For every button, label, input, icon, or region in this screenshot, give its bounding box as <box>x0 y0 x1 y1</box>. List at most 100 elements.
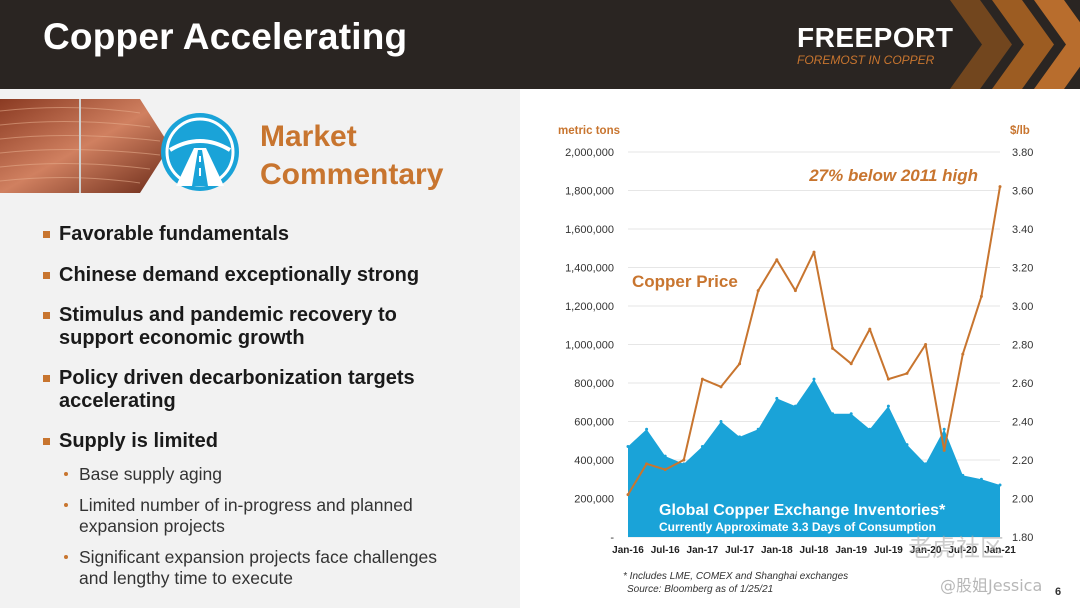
footnote-source: Source: Bloomberg as of 1/25/21 <box>627 584 773 595</box>
bullet-decarbonization: Policy driven decarbonization targets ac… <box>43 367 459 413</box>
commentary-title-line2: Commentary <box>260 158 444 191</box>
chevron-decoration-icon <box>950 0 1080 89</box>
x-tick-label: Jan-20 <box>910 545 942 556</box>
y-right-tick-label: 2.20 <box>1012 455 1033 467</box>
y-left-tick-label: 1,800,000 <box>565 186 614 198</box>
bullet-chinese-demand: Chinese demand exceptionally strong <box>43 264 459 287</box>
y-left-axis-label: metric tons <box>558 125 620 137</box>
price-point <box>645 462 649 466</box>
sub-bullet-dot-icon <box>64 472 68 476</box>
price-point <box>924 343 928 346</box>
price-point <box>700 377 704 381</box>
y-left-tick-label: 1,200,000 <box>565 301 614 313</box>
inventory-point <box>663 454 667 458</box>
price-point <box>886 377 890 381</box>
y-right-tick-label: 1.80 <box>1012 532 1033 544</box>
high-annotation: 27% below 2011 high <box>808 166 978 185</box>
y-left-tick-label: 400,000 <box>574 455 614 467</box>
inventory-point <box>775 396 779 400</box>
x-tick-label: Jan-21 <box>984 545 1016 556</box>
y-right-tick-label: 2.60 <box>1012 378 1033 390</box>
bullet-stimulus: Stimulus and pandemic recovery to suppor… <box>43 304 459 350</box>
sub-bullet-text-line1: Significant expansion projects face chal… <box>79 547 437 567</box>
brand-tagline: FOREMOST IN COPPER <box>797 53 935 67</box>
price-point <box>849 362 853 366</box>
inventory-point <box>942 427 946 431</box>
sub-bullet-text-line1: Limited number of in-progress and planne… <box>79 495 413 515</box>
y-right-tick-label: 3.20 <box>1012 263 1033 275</box>
y-left-tick-label: 800,000 <box>574 378 614 390</box>
sub-bullet-expansion-projects: Limited number of in-progress and planne… <box>64 495 479 537</box>
bullet-square-icon <box>43 272 50 279</box>
inventory-point <box>868 427 872 431</box>
copper-chart: 2,000,000 3.80 1,800,000 3.60 1,600,000 3.40 1… <box>558 125 1033 595</box>
price-point <box>775 258 779 262</box>
price-point <box>979 294 983 298</box>
market-commentary-title: Market Commentary <box>260 118 443 194</box>
bullet-text-line1: Policy driven decarbonization targets <box>59 367 415 389</box>
bullet-square-icon <box>43 312 50 319</box>
inventory-point <box>831 412 835 416</box>
x-tick-label: Jan-17 <box>687 545 719 556</box>
inventory-point <box>979 477 983 481</box>
y-right-tick-label: 2.00 <box>1012 494 1033 506</box>
inventory-point <box>626 445 630 449</box>
price-point <box>626 493 630 497</box>
price-point <box>831 346 835 350</box>
price-point <box>998 185 1002 189</box>
inventory-point <box>812 377 816 381</box>
inventory-point <box>998 483 1002 487</box>
inventory-area <box>628 379 1000 537</box>
page-number: 6 <box>1055 586 1062 598</box>
y-right-tick-label: 3.80 <box>1012 147 1033 159</box>
inventory-point <box>700 445 704 449</box>
bullet-text-line2: support economic growth <box>59 327 305 349</box>
x-tick-label: Jul-16 <box>651 545 680 556</box>
sub-bullet-text-line2: and lengthy time to execute <box>79 568 294 588</box>
inventory-point <box>738 435 742 439</box>
y-right-tick-label: 2.80 <box>1012 340 1033 352</box>
inventory-point <box>924 462 928 466</box>
price-point <box>793 289 797 293</box>
inventory-point <box>849 412 853 416</box>
watermark: 老虎社区 <box>908 534 1004 562</box>
inventory-point <box>793 404 797 408</box>
header-bar: Copper Accelerating FREEPORT FOREMOST IN… <box>0 0 1080 89</box>
y-left-tick-label: 600,000 <box>574 417 614 429</box>
inventory-point <box>645 427 649 431</box>
price-annotation: Copper Price <box>632 272 738 291</box>
x-tick-label: Jul-19 <box>874 545 903 556</box>
y-left-tick-label: 1,600,000 <box>565 224 614 236</box>
y-left-tick-label: 200,000 <box>574 494 614 506</box>
price-point <box>942 448 946 452</box>
inventory-point <box>961 473 965 477</box>
bullet-text: Favorable fundamentals <box>59 223 290 245</box>
y-right-tick-label: 3.60 <box>1012 186 1033 198</box>
y-left-tick-label: - <box>610 532 614 544</box>
price-point <box>756 289 760 293</box>
x-tick-label: Jan-16 <box>612 545 644 556</box>
y-right-tick-label: 3.00 <box>1012 301 1033 313</box>
bullet-supply-limited: Supply is limited <box>43 430 459 453</box>
y-right-tick-label: 3.40 <box>1012 224 1033 236</box>
price-point <box>905 371 909 375</box>
watermark-handle: @股姐Jessica <box>940 576 1043 595</box>
inventory-point <box>905 443 909 447</box>
sub-bullet-dot-icon <box>64 555 68 559</box>
copper-wire-image <box>0 99 170 193</box>
y-right-axis-label: $/lb <box>1010 125 1030 137</box>
bullet-text: Supply is limited <box>59 430 218 452</box>
price-point <box>682 458 686 462</box>
inventory-point <box>682 462 686 466</box>
x-tick-label: Jul-18 <box>800 545 829 556</box>
inventory-annotation: Global Copper Exchange Inventories* <box>659 502 946 519</box>
x-tick-label: Jan-18 <box>761 545 793 556</box>
bullet-text-line1: Stimulus and pandemic recovery to <box>59 304 397 326</box>
x-tick-label: Jan-19 <box>835 545 867 556</box>
y-left-tick-label: 2,000,000 <box>565 147 614 159</box>
sub-bullet-text-line2: expansion projects <box>79 516 225 536</box>
road-icon <box>161 113 239 191</box>
price-point <box>719 385 723 389</box>
price-point <box>961 352 965 356</box>
x-tick-label: Jul-20 <box>948 545 977 556</box>
